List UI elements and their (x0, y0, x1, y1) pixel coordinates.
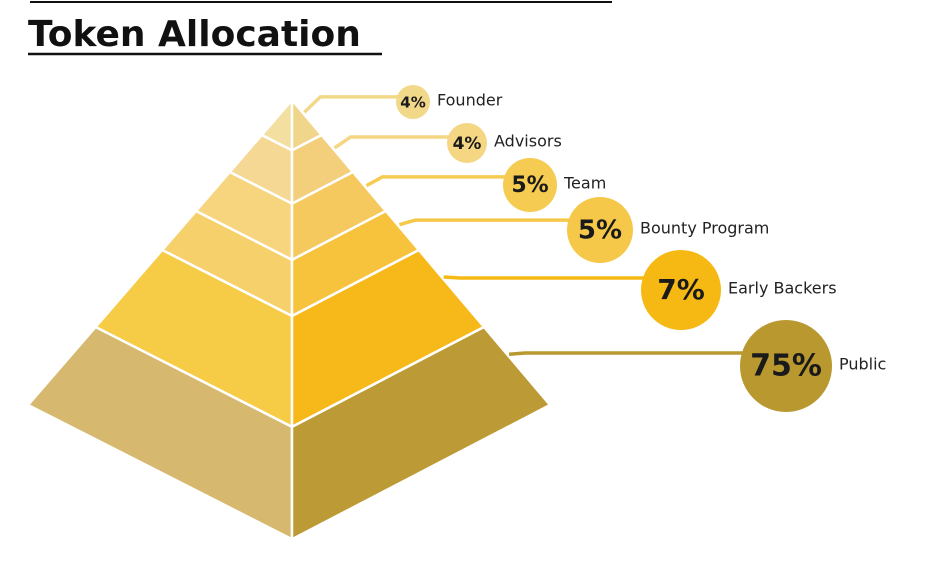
category-label: Advisors (494, 132, 562, 151)
connector (333, 135, 467, 150)
value-label: 75% (750, 349, 822, 384)
connector (443, 275, 681, 280)
value-label: 5% (511, 173, 548, 198)
connector (508, 351, 786, 357)
category-label: Public (839, 355, 886, 374)
value-circle (447, 123, 487, 163)
value-label: 5% (578, 216, 622, 246)
connector (365, 175, 530, 188)
value-circle (396, 85, 430, 119)
value-circle (740, 320, 832, 412)
category-label: Founder (437, 91, 503, 110)
value-label: 4% (453, 134, 482, 154)
layer-right (290, 325, 552, 542)
chart-title: Token Allocation (28, 14, 361, 55)
category-label: Early Backers (728, 279, 837, 298)
category-label: Team (563, 174, 606, 193)
value-label: 7% (657, 273, 705, 306)
value-circle (567, 197, 633, 263)
value-circle (503, 158, 557, 212)
connector (303, 95, 413, 114)
value-circle (641, 250, 721, 330)
connector (398, 218, 600, 227)
value-label: 4% (400, 94, 425, 112)
category-label: Bounty Program (640, 219, 769, 238)
